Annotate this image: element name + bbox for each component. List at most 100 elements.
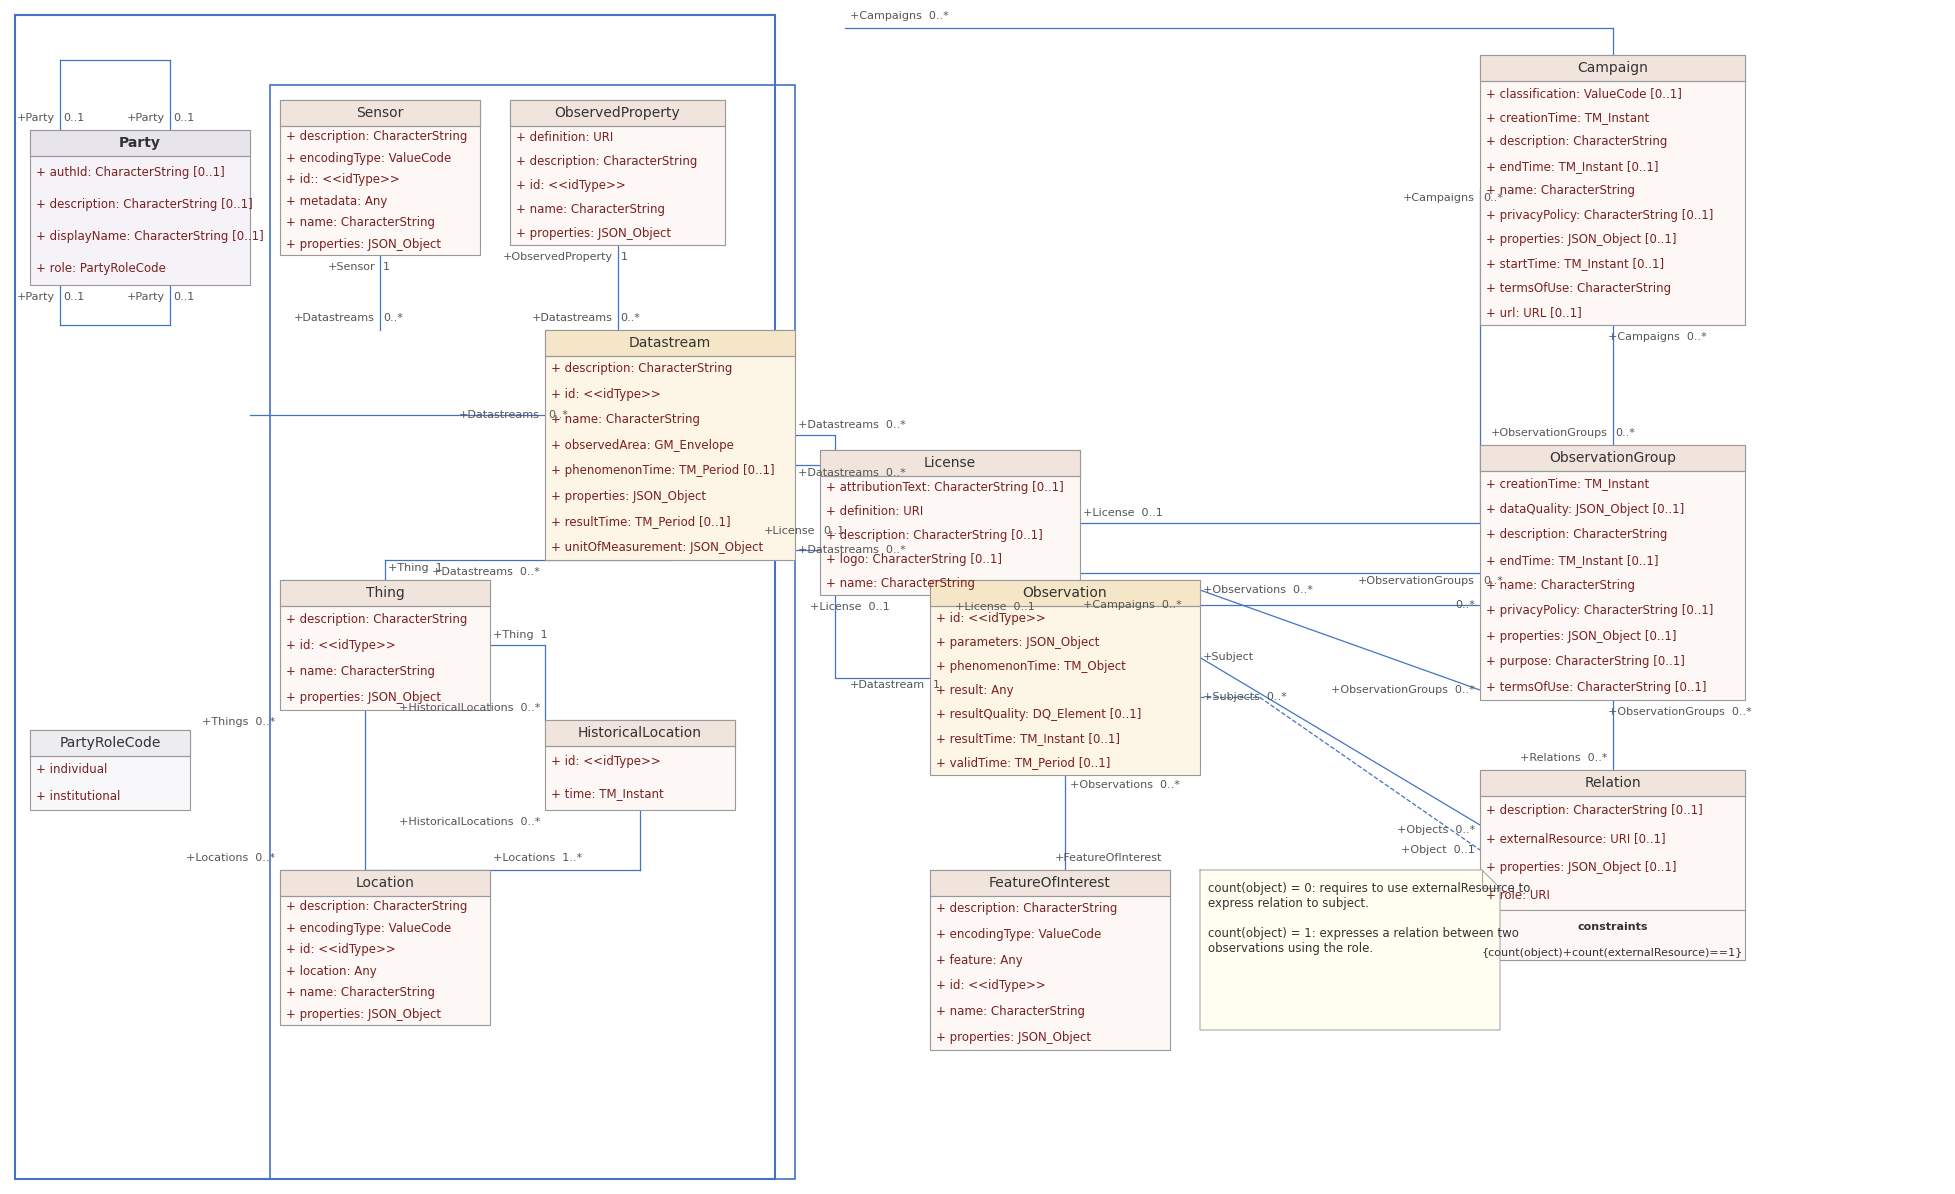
Text: + description: CharacterString [0..1]: + description: CharacterString [0..1] (1486, 804, 1703, 817)
Text: + url: URL [0..1]: + url: URL [0..1] (1486, 307, 1582, 319)
Text: Relation: Relation (1584, 776, 1640, 790)
Text: + time: TM_Instant: + time: TM_Instant (551, 788, 663, 800)
Text: +Thing  1: +Thing 1 (493, 630, 547, 640)
Text: + properties: JSON_Object [0..1]: + properties: JSON_Object [0..1] (1486, 630, 1675, 642)
Text: + feature: Any: + feature: Any (936, 954, 1022, 967)
Text: + purpose: CharacterString [0..1]: + purpose: CharacterString [0..1] (1486, 656, 1683, 669)
Text: + termsOfUse: CharacterString: + termsOfUse: CharacterString (1486, 282, 1670, 295)
Text: + displayName: CharacterString [0..1]: + displayName: CharacterString [0..1] (35, 230, 264, 244)
Bar (510, 100, 725, 245)
Text: +ObservedProperty: +ObservedProperty (502, 252, 612, 261)
Text: + result: Any: + result: Any (936, 684, 1013, 697)
Text: ObservedProperty: ObservedProperty (555, 106, 680, 121)
Text: + individual: + individual (35, 763, 108, 776)
Text: + definition: URI: + definition: URI (825, 505, 923, 518)
Text: + role: URI: + role: URI (1486, 890, 1548, 903)
Text: +Things  0..*: +Things 0..* (201, 718, 276, 727)
Text: + description: CharacterString [0..1]: + description: CharacterString [0..1] (35, 198, 252, 211)
Text: 0..1: 0..1 (172, 293, 194, 302)
Text: + name: CharacterString: + name: CharacterString (285, 665, 434, 677)
Text: + id: <<idType>>: + id: <<idType>> (936, 611, 1046, 624)
Text: +Locations  0..*: +Locations 0..* (186, 853, 276, 863)
Text: + id: <<idType>>: + id: <<idType>> (551, 756, 661, 769)
Text: + termsOfUse: CharacterString [0..1]: + termsOfUse: CharacterString [0..1] (1486, 681, 1705, 694)
Text: Observation: Observation (1022, 586, 1107, 601)
Text: + name: CharacterString: + name: CharacterString (516, 203, 665, 216)
Text: +ObservationGroups  0..*: +ObservationGroups 0..* (1331, 685, 1474, 695)
Bar (1480, 770, 1744, 910)
Text: Datastream: Datastream (630, 336, 712, 350)
Text: +Observations  0..*: +Observations 0..* (1202, 585, 1312, 595)
Bar (1480, 445, 1744, 470)
Text: 0..*: 0..* (1455, 601, 1474, 610)
Text: + id: <<idType>>: + id: <<idType>> (551, 388, 661, 401)
Text: + creationTime: TM_Instant: + creationTime: TM_Instant (1486, 111, 1648, 124)
Bar (29, 130, 250, 156)
Text: + creationTime: TM_Instant: + creationTime: TM_Instant (1486, 478, 1648, 491)
Text: + description: CharacterString: + description: CharacterString (1486, 135, 1666, 148)
Text: +Party: +Party (18, 293, 55, 302)
Bar (1480, 55, 1744, 81)
Text: +Datastreams  0..*: +Datastreams 0..* (798, 544, 905, 555)
Text: + id: <<idType>>: + id: <<idType>> (285, 639, 395, 652)
Text: + name: CharacterString: + name: CharacterString (825, 577, 974, 590)
Text: +Datastreams  0..*: +Datastreams 0..* (432, 567, 540, 577)
Bar (1480, 770, 1744, 796)
Text: + role: PartyRoleCode: + role: PartyRoleCode (35, 263, 166, 276)
Text: 0..1: 0..1 (823, 525, 845, 535)
Text: + description: CharacterString: + description: CharacterString (1486, 528, 1666, 541)
Text: + name: CharacterString: + name: CharacterString (936, 1005, 1085, 1018)
Text: +Party: +Party (18, 113, 55, 123)
Text: +Relations  0..*: +Relations 0..* (1519, 753, 1607, 763)
Text: + dataQuality: JSON_Object [0..1]: + dataQuality: JSON_Object [0..1] (1486, 503, 1683, 516)
Text: PartyRoleCode: PartyRoleCode (59, 736, 160, 750)
Text: Campaign: Campaign (1576, 61, 1648, 75)
Text: 0..*: 0..* (620, 313, 639, 324)
Text: + properties: JSON_Object: + properties: JSON_Object (285, 238, 442, 251)
Bar (545, 720, 735, 746)
Text: 0..1: 0..1 (172, 113, 194, 123)
Text: +Campaigns  0..*: +Campaigns 0..* (850, 11, 948, 21)
Polygon shape (1198, 870, 1499, 1030)
Text: + parameters: JSON_Object: + parameters: JSON_Object (936, 635, 1099, 648)
Text: + metadata: Any: + metadata: Any (285, 195, 387, 208)
Text: 0..1: 0..1 (63, 113, 84, 123)
Text: HistoricalLocation: HistoricalLocation (579, 726, 702, 740)
Text: + resultQuality: DQ_Element [0..1]: + resultQuality: DQ_Element [0..1] (936, 708, 1142, 721)
Text: License: License (923, 456, 976, 470)
Text: + externalResource: URI [0..1]: + externalResource: URI [0..1] (1486, 832, 1666, 845)
Text: + logo: CharacterString [0..1]: + logo: CharacterString [0..1] (825, 553, 1001, 566)
Text: + endTime: TM_Instant [0..1]: + endTime: TM_Instant [0..1] (1486, 160, 1658, 173)
Bar (280, 100, 479, 256)
Text: + properties: JSON_Object: + properties: JSON_Object (936, 1030, 1091, 1044)
Text: + id: <<idType>>: + id: <<idType>> (936, 979, 1046, 992)
Bar (280, 580, 491, 607)
Text: + description: CharacterString [0..1]: + description: CharacterString [0..1] (825, 529, 1042, 542)
Bar (270, 85, 794, 1178)
Text: + name: CharacterString: + name: CharacterString (285, 216, 434, 229)
Text: +Party: +Party (127, 113, 164, 123)
Text: +License  0..1: +License 0..1 (1083, 507, 1161, 517)
Text: + resultTime: TM_Period [0..1]: + resultTime: TM_Period [0..1] (551, 516, 731, 528)
Text: + phenomenonTime: TM_Object: + phenomenonTime: TM_Object (936, 660, 1126, 673)
Bar (280, 580, 491, 710)
Text: + id: <<idType>>: + id: <<idType>> (285, 943, 395, 956)
Text: + id:: <<idType>>: + id:: <<idType>> (285, 173, 399, 186)
Text: +Observations  0..*: +Observations 0..* (1069, 780, 1179, 790)
Text: + properties: JSON_Object: + properties: JSON_Object (285, 1008, 442, 1021)
Text: + encodingType: ValueCode: + encodingType: ValueCode (936, 928, 1101, 941)
Text: 1: 1 (620, 252, 628, 261)
Text: 0..*: 0..* (547, 410, 567, 420)
Bar (280, 870, 491, 896)
Text: constraints: constraints (1576, 923, 1646, 933)
Text: +Object  0..1: +Object 0..1 (1400, 845, 1474, 855)
Text: 0..*: 0..* (1482, 576, 1501, 585)
Text: +License  0..1: +License 0..1 (809, 602, 890, 613)
Bar (929, 870, 1169, 1050)
Text: + resultTime: TM_Instant [0..1]: + resultTime: TM_Instant [0..1] (936, 732, 1120, 745)
Text: +Subject: +Subject (1202, 652, 1253, 663)
Bar (510, 100, 725, 127)
Text: ObservationGroup: ObservationGroup (1548, 451, 1675, 464)
Text: + privacyPolicy: CharacterString [0..1]: + privacyPolicy: CharacterString [0..1] (1486, 604, 1713, 617)
Text: +HistoricalLocations  0..*: +HistoricalLocations 0..* (399, 817, 540, 827)
